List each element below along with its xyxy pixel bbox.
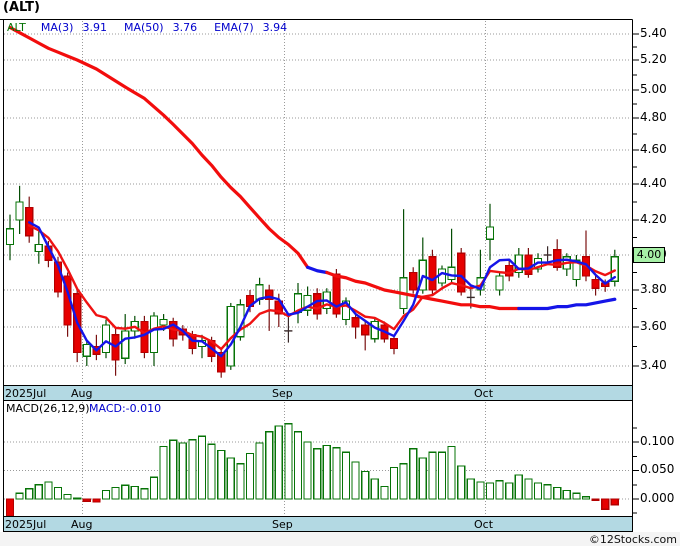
price-tick-label: 4.80: [640, 110, 667, 124]
macd-value-label: MACD:-0.010: [89, 402, 162, 415]
month-label-sep: Sep: [272, 518, 293, 531]
month-label-aug: Aug: [71, 387, 93, 400]
ema7-value: 3.94: [262, 21, 288, 34]
price-tick-label: 5.20: [640, 52, 667, 66]
month-label-jul: 2025Jul: [5, 518, 47, 531]
price-tick-label: 5.00: [640, 82, 667, 96]
price-tick-label: 4.40: [640, 176, 667, 190]
symbol-label: ALT: [7, 21, 26, 34]
macd-legend: MACD(26,12,9) MACD:-0.010: [6, 402, 161, 415]
ma3-value: 3.91: [82, 21, 107, 34]
macd-tick-label: 0.000: [640, 491, 675, 505]
macd-params-label: MACD(26,12,9): [6, 402, 90, 415]
date-axis-bottom: 2025Jul Aug Sep Oct: [0, 518, 632, 531]
ma50-label: MA(50): [123, 21, 164, 34]
macd-bars-layer: [5, 423, 619, 517]
price-tick-label: 4.60: [640, 142, 667, 156]
month-label-oct: Oct: [474, 518, 494, 531]
price-tick-label: 4.20: [640, 212, 667, 226]
indicator-legend: ALT MA(3) 3.91 MA(50) 3.76 EMA(7) 3.94: [7, 21, 304, 34]
borders-layer: [0, 19, 633, 532]
ma3-line: [28, 221, 616, 358]
price-tick-label: 3.40: [640, 358, 667, 372]
price-tick-label: 3.80: [640, 282, 667, 296]
macd-tick-label: 0.100: [640, 434, 675, 448]
date-axis-middle: 2025Jul Aug Sep Oct: [0, 387, 632, 400]
month-label-aug: Aug: [71, 518, 93, 531]
ma50-line: [8, 25, 617, 311]
ema7-line: [28, 224, 616, 351]
macd-tick-label: 0.050: [640, 462, 675, 476]
ema7-label: EMA(7): [214, 21, 254, 34]
ticks-layer: [633, 33, 639, 514]
month-label-jul: 2025Jul: [5, 387, 47, 400]
credit-link[interactable]: ©12Stocks.com: [588, 533, 677, 546]
ma50-value: 3.76: [172, 21, 198, 34]
page-title: (ALT): [3, 0, 40, 15]
price-tick-label: 3.60: [640, 319, 667, 333]
month-label-oct: Oct: [474, 387, 494, 400]
ma3-label: MA(3): [40, 21, 74, 34]
last-price-badge: 4.00: [633, 247, 665, 263]
month-label-sep: Sep: [272, 387, 293, 400]
footer-bar: ©12Stocks.com: [0, 532, 680, 546]
price-tick-label: 5.40: [640, 26, 667, 40]
